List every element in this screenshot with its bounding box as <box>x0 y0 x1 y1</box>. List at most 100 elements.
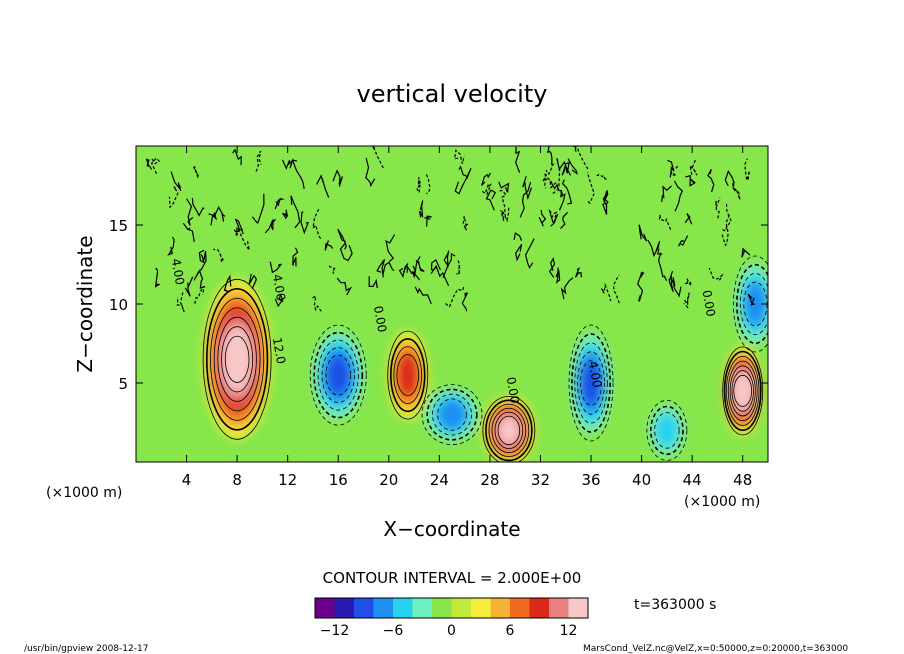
field-blob <box>580 360 602 406</box>
x-tick-label: 12 <box>278 471 297 489</box>
contour-line <box>170 171 182 192</box>
contour-line <box>647 239 661 258</box>
field-blob <box>325 355 351 396</box>
colorbar-tick-label: 6 <box>506 623 515 639</box>
contour-line <box>274 293 284 308</box>
x-tick-label: 4 <box>182 471 192 489</box>
contour-line <box>317 339 359 411</box>
contour-line <box>251 193 265 224</box>
contour-line <box>522 176 532 201</box>
contour-line <box>673 180 684 212</box>
contour-line <box>559 189 566 211</box>
contour-line <box>580 360 603 406</box>
contour-line <box>656 243 663 255</box>
contour-line <box>555 267 561 284</box>
contour-line <box>184 276 194 297</box>
contour-label: 4.00 <box>169 257 187 286</box>
contour-line <box>488 403 530 457</box>
x-tick-label: 8 <box>232 471 242 489</box>
contour-line <box>430 264 450 286</box>
contour-line <box>568 324 614 442</box>
x-tick-label: 40 <box>632 471 651 489</box>
contour-line <box>556 157 572 176</box>
contour-line <box>442 252 456 278</box>
contour-line <box>485 189 497 211</box>
contour-line <box>443 250 450 269</box>
plot-area: 4.00 12.0 4.00 0.00 0.00 4.00 0.00 <box>136 146 768 462</box>
contour-line <box>213 206 226 222</box>
contour-line <box>167 236 175 256</box>
contour-line <box>328 265 336 274</box>
contour-line <box>269 261 282 274</box>
contour-line <box>595 173 608 180</box>
contour-line <box>458 165 472 180</box>
contour-line <box>577 351 605 415</box>
contour-line <box>461 292 469 312</box>
colorbar-swatch <box>568 598 589 618</box>
colorbar-swatch <box>354 598 374 618</box>
contour-line <box>571 333 611 433</box>
contour-line <box>723 350 762 431</box>
contour-line <box>708 267 724 281</box>
contour-label: 12.0 <box>270 336 288 365</box>
contour-line <box>325 354 351 396</box>
contour-line <box>739 273 768 335</box>
contour-line <box>586 171 595 205</box>
contour-line <box>182 222 195 243</box>
contour-line <box>390 338 426 413</box>
contour-interval-text: CONTOUR INTERVAL = 2.000E+00 <box>323 569 582 587</box>
field-blob <box>396 354 419 396</box>
contour-line <box>437 398 467 431</box>
contour-line <box>150 157 161 175</box>
contour-line <box>732 255 768 353</box>
contour-line <box>195 269 206 289</box>
contour-line <box>671 277 682 298</box>
contour-line <box>612 274 620 304</box>
contour-line <box>208 211 217 226</box>
contour-line <box>639 271 645 279</box>
contour-line <box>385 234 396 262</box>
contour-line <box>292 247 299 267</box>
contour-label: 4.00 <box>586 360 604 389</box>
contour-line <box>368 276 378 289</box>
colorbar-swatch <box>510 598 530 618</box>
contour-line <box>264 218 276 234</box>
contour-line <box>414 286 432 305</box>
contour-line <box>339 242 353 262</box>
contour-line <box>454 176 468 195</box>
contour-line <box>560 277 574 300</box>
contour-line <box>337 228 347 250</box>
contour-line <box>677 235 689 247</box>
contour-line <box>729 365 756 417</box>
contour-line <box>499 189 507 217</box>
contour-line <box>224 335 250 383</box>
contour-line <box>497 415 521 446</box>
contour-line <box>726 355 760 426</box>
contour-line <box>646 399 688 461</box>
contour-line <box>198 249 205 264</box>
contour-line <box>282 209 288 220</box>
y-tick-label: 10 <box>109 296 128 314</box>
contour-line <box>733 187 741 200</box>
colorbar-swatch <box>315 598 335 618</box>
contour-line <box>658 214 672 230</box>
colorbar-swatch <box>412 598 433 618</box>
contour-line <box>235 225 250 251</box>
contour-line <box>421 384 483 446</box>
colorbar-swatch <box>471 598 491 618</box>
contour-line <box>684 213 693 225</box>
contour-line <box>727 360 758 422</box>
colorbar-frame <box>314 597 589 619</box>
contour-line <box>538 209 547 227</box>
contour-line <box>481 172 492 186</box>
contour-line <box>445 285 465 308</box>
contour-line <box>221 326 254 393</box>
colorbar-tick-label: 0 <box>447 623 456 639</box>
y-tick-label: 15 <box>109 217 128 235</box>
contour-line <box>667 159 675 178</box>
contour-line <box>657 252 668 281</box>
contour-line <box>372 146 384 169</box>
contour-line <box>213 307 261 412</box>
contour-line <box>426 388 478 441</box>
